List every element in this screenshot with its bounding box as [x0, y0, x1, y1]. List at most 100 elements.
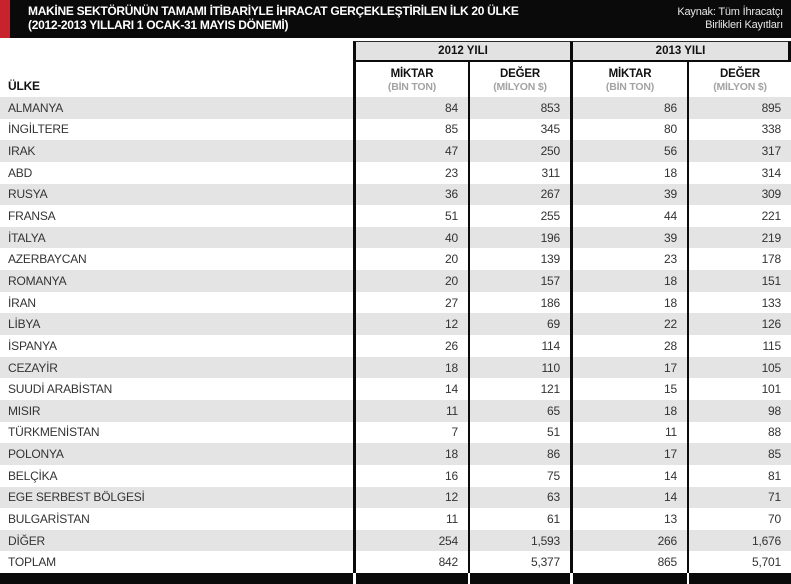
- value-cell: 16: [353, 464, 468, 487]
- value-cell: 314: [687, 161, 791, 184]
- value-cell: 84: [353, 97, 468, 119]
- country-cell: TÜRKMENİSTAN: [8, 425, 100, 440]
- table-row: BULGARİSTAN 11 61 13 70: [0, 508, 791, 530]
- value-cell: 47: [353, 140, 468, 162]
- source-line2: Birlikleri Kayıtları: [705, 19, 783, 31]
- country-cell: TOPLAM: [8, 555, 56, 570]
- table-header-bar: MAKİNE SEKTÖRÜNÜN TAMAMI İTİBARİYLE İHRA…: [0, 0, 791, 38]
- value-cell: 18: [570, 161, 687, 184]
- value-cell: 65: [468, 399, 570, 422]
- value-cell: 317: [687, 140, 791, 162]
- value-cell: 133: [687, 291, 791, 314]
- value-cell: 80: [570, 118, 687, 141]
- value-cell: 126: [687, 313, 791, 336]
- table-row: LİBYA 12 69 22 126: [0, 313, 791, 336]
- value-cell: 11: [570, 421, 687, 444]
- column-header-country: ÜLKE: [8, 79, 40, 93]
- value-cell: 98: [687, 399, 791, 422]
- column-unit: (MİLYON $): [713, 81, 767, 93]
- table-title: MAKİNE SEKTÖRÜNÜN TAMAMI İTİBARİYLE İHRA…: [10, 0, 677, 38]
- value-cell: 255: [468, 205, 570, 227]
- value-cell: 115: [687, 335, 791, 357]
- column-label: DEĞER: [500, 68, 540, 80]
- value-cell: 86: [570, 97, 687, 119]
- column-label: MİKTAR: [390, 68, 434, 80]
- column-unit: (BİN TON): [387, 81, 437, 93]
- source-line1: Kaynak: Tüm İhracatçı: [677, 6, 783, 18]
- table-row: CEZAYİR 18 110 17 105: [0, 356, 791, 379]
- value-cell: 39: [570, 226, 687, 249]
- country-cell: RUSYA: [8, 187, 48, 202]
- table-row: İNGİLTERE 85 345 80 338: [0, 118, 791, 141]
- table-row: AZERBAYCAN 20 139 23 178: [0, 248, 791, 271]
- value-cell: 151: [687, 270, 791, 292]
- column-header-2012-deger: DEĞER (MİLYON $): [468, 62, 570, 97]
- value-cell: 23: [570, 248, 687, 271]
- value-cell: 110: [468, 356, 570, 379]
- value-cell: 81: [687, 464, 791, 487]
- column-label: MİKTAR: [608, 68, 652, 80]
- value-cell: 28: [570, 335, 687, 357]
- year-header-spacer: [0, 41, 353, 62]
- table-row: SUUDİ ARABİSTAN 14 121 15 101: [0, 378, 791, 400]
- year-header-2012: 2012 YILI: [353, 41, 570, 62]
- column-header-2013-miktar: MİKTAR (BİN TON): [570, 62, 687, 97]
- country-cell: POLONYA: [8, 447, 64, 462]
- value-cell: 1,676: [687, 529, 791, 552]
- value-cell: 85: [353, 118, 468, 141]
- value-cell: 12: [353, 486, 468, 509]
- value-cell: 15: [570, 378, 687, 400]
- value-cell: 186: [468, 291, 570, 314]
- bottom-rule-segment: [353, 573, 468, 584]
- value-cell: 26: [353, 335, 468, 357]
- table-row: ROMANYA 20 157 18 151: [0, 270, 791, 292]
- value-cell: 85: [687, 443, 791, 465]
- value-cell: 254: [353, 529, 468, 552]
- value-cell: 853: [468, 97, 570, 119]
- country-cell: ABD: [8, 165, 33, 180]
- value-cell: 266: [570, 529, 687, 552]
- country-cell: İRAN: [8, 295, 36, 310]
- value-cell: 36: [353, 183, 468, 206]
- table-row: BELÇİKA 16 75 14 81: [0, 464, 791, 487]
- country-cell: İTALYA: [8, 230, 46, 245]
- table-row: MISIR 11 65 18 98: [0, 399, 791, 422]
- value-cell: 842: [353, 551, 468, 574]
- value-cell: 23: [353, 161, 468, 184]
- value-cell: 895: [687, 97, 791, 119]
- table-row: TÜRKMENİSTAN 7 51 11 88: [0, 421, 791, 444]
- value-cell: 70: [687, 508, 791, 530]
- value-cell: 221: [687, 205, 791, 227]
- column-header-2013-deger: DEĞER (MİLYON $): [687, 62, 791, 97]
- value-cell: 196: [468, 226, 570, 249]
- value-cell: 20: [353, 248, 468, 271]
- column-header-row: ÜLKE MİKTAR (BİN TON) DEĞER (MİLYON $) M…: [0, 62, 791, 97]
- country-cell: LİBYA: [8, 317, 41, 332]
- column-header-2012-miktar: MİKTAR (BİN TON): [353, 62, 468, 97]
- value-cell: 12: [353, 313, 468, 336]
- value-cell: 20: [353, 270, 468, 292]
- country-cell: SUUDİ ARABİSTAN: [8, 382, 113, 397]
- bottom-rule-segment: [570, 573, 687, 584]
- value-cell: 14: [570, 464, 687, 487]
- country-cell: AZERBAYCAN: [8, 252, 87, 267]
- value-cell: 86: [468, 443, 570, 465]
- value-cell: 63: [468, 486, 570, 509]
- country-cell: ALMANYA: [8, 100, 64, 115]
- value-cell: 311: [468, 161, 570, 184]
- value-cell: 40: [353, 226, 468, 249]
- value-cell: 14: [353, 378, 468, 400]
- table-row: RUSYA 36 267 39 309: [0, 183, 791, 206]
- value-cell: 5,377: [468, 551, 570, 574]
- value-cell: 11: [353, 508, 468, 530]
- value-cell: 865: [570, 551, 687, 574]
- value-cell: 11: [353, 399, 468, 422]
- value-cell: 121: [468, 378, 570, 400]
- bottom-rule: [0, 573, 791, 584]
- value-cell: 105: [687, 356, 791, 379]
- red-accent-bar: [0, 0, 10, 38]
- table-row: IRAK 47 250 56 317: [0, 140, 791, 162]
- value-cell: 75: [468, 464, 570, 487]
- value-cell: 22: [570, 313, 687, 336]
